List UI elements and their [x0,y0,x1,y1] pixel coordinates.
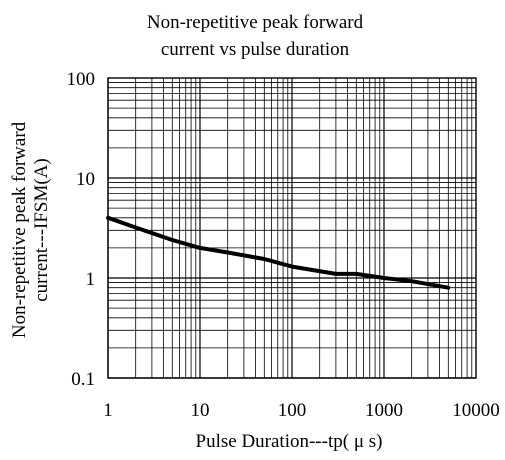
x-axis-label: Pulse Duration---tp( μ s) [196,431,383,452]
chart-title-line-2: current vs pulse duration [161,39,350,60]
y-tick-label: 10 [76,169,95,190]
y-axis-label-line-1: Non-repetitive peak forward [9,121,30,338]
y-tick-label: 0.1 [71,369,95,390]
y-tick-label: 1 [86,269,96,290]
plot-frame [107,77,477,379]
chart-title-line-1: Non-repetitive peak forward [147,12,364,33]
x-tick-label: 10000 [452,400,500,421]
series-line [106,215,451,290]
y-axis-label: Non-repetitive peak forward current---IF… [9,121,52,338]
x-tick-label: 100 [278,400,307,421]
x-tick-label: 10 [191,400,210,421]
series-layer [106,215,451,290]
plot-grid [107,77,477,379]
x-tick-label: 1 [103,400,113,421]
y-tick-label: 100 [67,69,96,90]
y-tick-labels: 0.1 1 10 100 [67,69,96,390]
y-axis-label-line-2: current---IFSM(A) [31,158,52,302]
x-tick-label: 1000 [365,400,403,421]
x-tick-labels: 1 10 100 1000 10000 [103,400,500,421]
